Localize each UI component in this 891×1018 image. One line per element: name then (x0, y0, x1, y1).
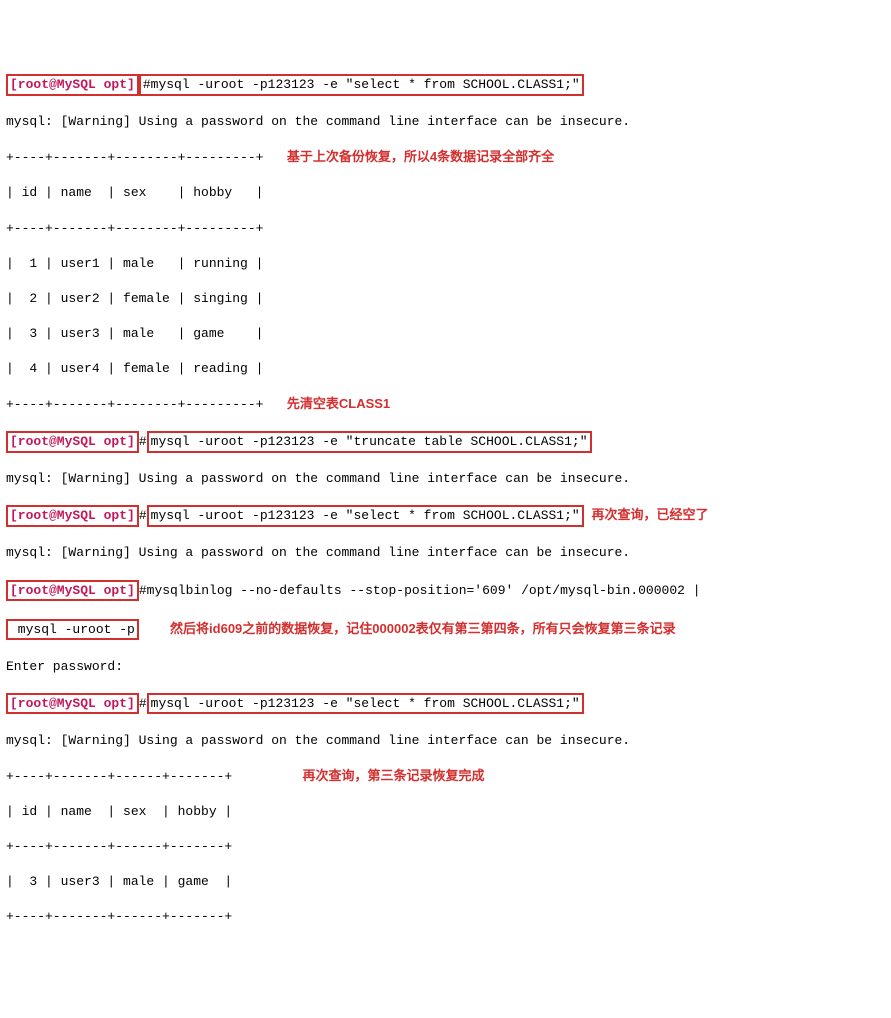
table2-border-annot: +----+-------+------+-------+ 再次查询，第三条记录… (6, 767, 885, 786)
hash: # (139, 508, 147, 523)
cmd-box: mysql -uroot -p123123 -e "truncate table… (147, 431, 592, 453)
border: +----+-------+------+-------+ (6, 769, 232, 784)
line-cmd-binlog: [root@MySQL opt]#mysqlbinlog --no-defaul… (6, 580, 885, 602)
hash: # (139, 434, 147, 449)
annotation-4: 然后将id609之前的数据恢复，记住000002表仅有第三第四条，所有只会恢复第… (170, 621, 676, 636)
cmd-box: mysql -uroot -p123123 -e "select * from … (147, 505, 584, 527)
table2-border: +----+-------+------+-------+ (6, 838, 885, 856)
line-cmd-truncate: [root@MySQL opt]# mysql -uroot -p123123 -… (6, 431, 885, 453)
shell-prompt: [root@MySQL opt] (6, 74, 139, 96)
enter-password: Enter password: (6, 658, 885, 676)
shell-prompt: [root@MySQL opt] (6, 580, 139, 602)
cmd-select2: mysql -uroot -p123123 -e "select * from … (151, 508, 580, 523)
table2-row: | 3 | user3 | male | game | (6, 873, 885, 891)
shell-prompt: [root@MySQL opt] (6, 693, 139, 715)
cmd-binlog-cont: mysql -uroot -p (10, 622, 135, 637)
shell-prompt: [root@MySQL opt] (6, 505, 139, 527)
table2-header: | id | name | sex | hobby | (6, 803, 885, 821)
line-cmd-binlog-cont: mysql -uroot -p 然后将id609之前的数据恢复，记住000002… (6, 619, 885, 641)
line-cmd-select3: [root@MySQL opt]# mysql -uroot -p123123 -… (6, 693, 885, 715)
border: +----+-------+--------+---------+ (6, 150, 263, 165)
warning-line: mysql: [Warning] Using a password on the… (6, 113, 885, 131)
annotation-2: 先清空表CLASS1 (287, 396, 390, 411)
annotation-1: 基于上次备份恢复，所以4条数据记录全部齐全 (287, 149, 554, 164)
cmd-select3: mysql -uroot -p123123 -e "select * from … (151, 696, 580, 711)
line-cmd-select2: [root@MySQL opt]# mysql -uroot -p123123 -… (6, 505, 885, 527)
table1-border: +----+-------+--------+---------+ (6, 220, 885, 238)
warning-line: mysql: [Warning] Using a password on the… (6, 544, 885, 562)
annotation-3: 再次查询，已经空了 (592, 507, 709, 522)
cmd-select1: mysql -uroot -p123123 -e "select * from … (151, 77, 580, 92)
hash: # (139, 583, 147, 598)
warning-line: mysql: [Warning] Using a password on the… (6, 732, 885, 750)
annotation-5: 再次查询，第三条记录恢复完成 (302, 768, 484, 783)
warning-line: mysql: [Warning] Using a password on the… (6, 470, 885, 488)
table1-row: | 2 | user2 | female | singing | (6, 290, 885, 308)
shell-prompt: [root@MySQL opt] (6, 431, 139, 453)
cmd-box: #mysql -uroot -p123123 -e "select * from… (139, 74, 584, 96)
table1-header: | id | name | sex | hobby | (6, 184, 885, 202)
table1-row: | 3 | user3 | male | game | (6, 325, 885, 343)
cmd-box: mysql -uroot -p123123 -e "select * from … (147, 693, 584, 715)
hash: # (143, 77, 151, 92)
cmd-binlog: mysqlbinlog --no-defaults --stop-positio… (147, 583, 701, 598)
border: +----+-------+--------+---------+ (6, 397, 263, 412)
line-cmd-select1: [root@MySQL opt]#mysql -uroot -p123123 -… (6, 74, 885, 96)
table1-border-annot: +----+-------+--------+---------+ 先清空表CL… (6, 395, 885, 414)
table2-border: +----+-------+------+-------+ (6, 908, 885, 926)
cmd-box: mysql -uroot -p (6, 619, 139, 641)
hash: # (139, 696, 147, 711)
table1-row: | 4 | user4 | female | reading | (6, 360, 885, 378)
cmd-truncate: mysql -uroot -p123123 -e "truncate table… (151, 434, 588, 449)
table1-row: | 1 | user1 | male | running | (6, 255, 885, 273)
table1-border: +----+-------+--------+---------+ 基于上次备份… (6, 148, 885, 167)
